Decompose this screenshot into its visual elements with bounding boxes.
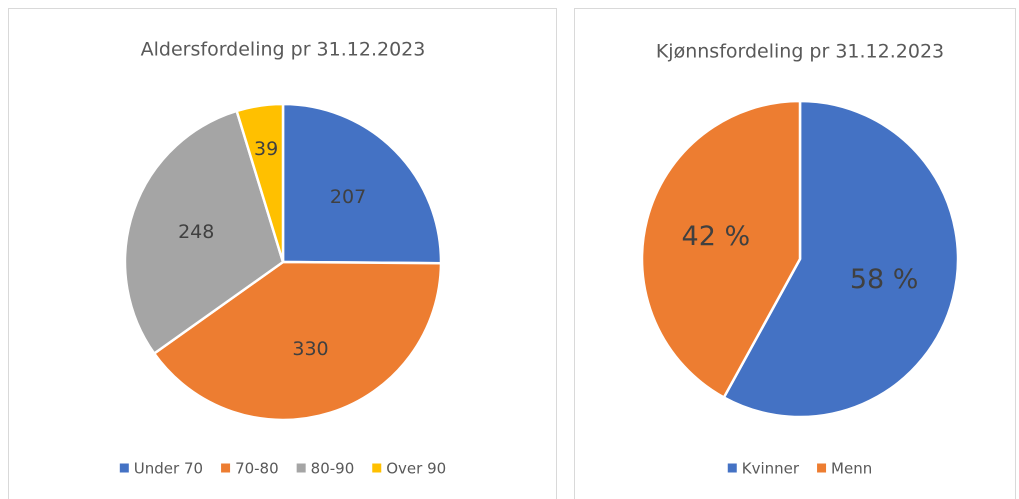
pie-slice [235, 102, 285, 263]
pie-slice [123, 109, 285, 356]
data-label: 39 [254, 138, 278, 160]
pie-slice [722, 99, 960, 419]
data-label: 248 [178, 221, 214, 243]
legend-swatch [296, 463, 306, 473]
pie-slice [152, 260, 443, 422]
chart-title: Aldersfordeling pr 31.12.2023 [141, 39, 426, 61]
pie-slice [640, 99, 802, 400]
legend-label: Under 70 [134, 460, 203, 478]
legend-swatch [727, 463, 737, 473]
legend-label: Kvinner [742, 460, 800, 478]
data-label: 42 % [682, 221, 751, 252]
data-label: 207 [330, 186, 366, 208]
legend-swatch [372, 463, 382, 473]
data-label: 330 [292, 338, 328, 360]
legend-label: 80-90 [311, 460, 355, 478]
legend-label: Menn [831, 460, 872, 478]
legend-label: 70-80 [235, 460, 279, 478]
legend-swatch [817, 463, 827, 473]
legend-label: Over 90 [386, 460, 446, 478]
data-label: 58 % [850, 264, 919, 295]
legend-swatch [119, 463, 129, 473]
pie-slice [281, 102, 443, 265]
legend-swatch [221, 463, 231, 473]
chart-title: Kjønnsfordeling pr 31.12.2023 [656, 41, 944, 63]
